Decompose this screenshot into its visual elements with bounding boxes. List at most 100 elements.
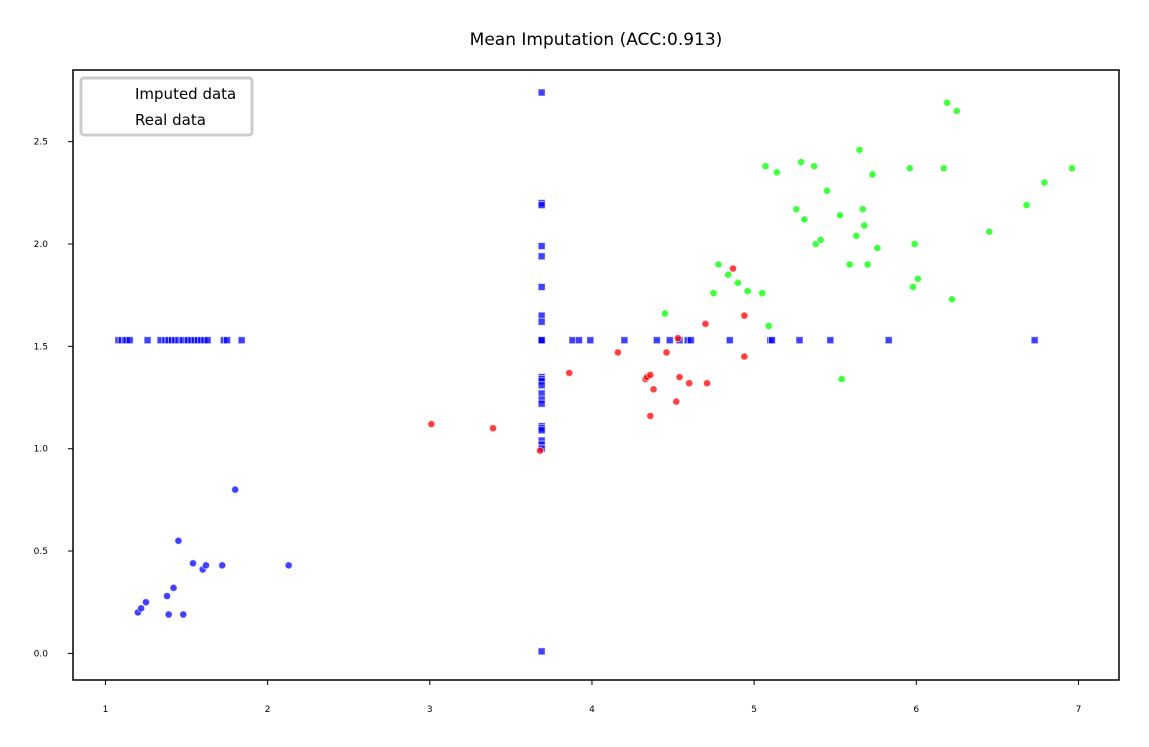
data-point — [201, 561, 211, 570]
data-point — [535, 446, 545, 455]
x-tick-label: 5 — [751, 705, 757, 715]
data-point — [169, 583, 178, 592]
data-point — [537, 336, 546, 345]
data-point — [613, 348, 622, 357]
data-point — [537, 201, 546, 210]
data-point — [767, 336, 776, 345]
data-point — [772, 168, 781, 177]
data-point — [125, 336, 134, 345]
x-tick-label: 7 — [1076, 705, 1082, 715]
x-axis-ticks: 1 2 3 4 5 6 7 — [103, 680, 1082, 715]
data-point — [673, 334, 682, 343]
data-point — [660, 309, 670, 318]
data-point — [672, 397, 681, 406]
data-point — [1040, 178, 1049, 187]
data-point — [725, 336, 734, 345]
data-point — [826, 336, 835, 345]
y-tick-label: 1.5 — [34, 342, 48, 352]
data-point — [709, 289, 718, 298]
data-point — [620, 336, 629, 345]
x-tick-label: 4 — [589, 705, 595, 715]
data-point — [164, 610, 173, 619]
legend-entry-imputed-data: Imputed data — [135, 85, 236, 103]
data-point — [1030, 336, 1039, 345]
data-points — [114, 88, 1077, 656]
data-point — [537, 381, 546, 390]
data-point — [855, 145, 864, 154]
data-point — [816, 235, 825, 244]
data-point — [761, 162, 770, 171]
data-point — [800, 215, 809, 224]
data-point — [141, 598, 151, 607]
data-point — [218, 561, 227, 570]
data-point — [740, 311, 749, 320]
legend: Imputed data Real data — [79, 76, 254, 137]
data-point — [797, 158, 806, 167]
data-point — [939, 164, 948, 173]
data-point — [701, 319, 710, 328]
data-point — [942, 98, 952, 107]
data-point — [685, 379, 694, 388]
data-point — [858, 205, 867, 214]
data-point — [863, 260, 872, 269]
y-tick-label: 2.0 — [34, 240, 49, 250]
data-point — [537, 282, 546, 291]
data-point — [675, 372, 684, 382]
data-point — [908, 282, 918, 292]
data-point — [537, 426, 546, 435]
legend-entry-real-data: Real data — [135, 111, 206, 129]
data-point — [835, 211, 845, 220]
data-point — [223, 336, 232, 345]
data-point — [488, 424, 498, 433]
data-point — [649, 385, 658, 394]
y-axis-ticks: 0.0 0.5 1.0 1.5 2.0 2.5 — [34, 138, 73, 659]
data-point — [427, 420, 436, 429]
data-point — [537, 88, 546, 97]
data-point — [188, 559, 198, 568]
y-tick-label: 1.0 — [34, 445, 49, 455]
data-point — [574, 336, 583, 345]
data-point — [537, 252, 546, 261]
data-point — [740, 352, 749, 361]
data-point — [179, 610, 188, 619]
data-point — [884, 336, 893, 345]
data-point — [837, 374, 846, 384]
data-point — [1022, 201, 1031, 210]
data-point — [568, 336, 577, 345]
data-point — [810, 162, 819, 171]
data-point — [845, 260, 854, 269]
data-point — [905, 164, 914, 173]
data-point — [662, 348, 671, 357]
chart-title: Mean Imputation (ACC:0.913) — [470, 30, 723, 50]
data-point — [565, 368, 574, 378]
data-point — [537, 399, 546, 408]
data-point — [952, 106, 961, 116]
x-tick-label: 6 — [913, 705, 919, 715]
data-point — [284, 561, 293, 570]
data-point — [586, 336, 595, 345]
data-point — [203, 336, 212, 345]
data-point — [237, 336, 246, 345]
data-point — [724, 270, 733, 279]
data-point — [646, 370, 655, 380]
x-tick-label: 1 — [103, 705, 109, 715]
data-point — [947, 295, 957, 304]
data-point — [652, 336, 661, 345]
y-tick-label: 2.5 — [34, 138, 48, 148]
data-point — [985, 227, 994, 236]
x-tick-label: 2 — [265, 705, 271, 715]
data-point — [868, 170, 877, 179]
data-point — [137, 604, 146, 613]
data-point — [174, 536, 183, 545]
data-point — [162, 591, 172, 601]
data-point — [822, 186, 832, 195]
data-point — [665, 336, 674, 345]
y-tick-label: 0.5 — [34, 547, 48, 557]
data-point — [714, 260, 723, 269]
data-point — [733, 278, 742, 287]
data-point — [852, 231, 861, 240]
data-point — [795, 336, 804, 345]
data-point — [913, 274, 923, 283]
data-point — [764, 321, 773, 330]
